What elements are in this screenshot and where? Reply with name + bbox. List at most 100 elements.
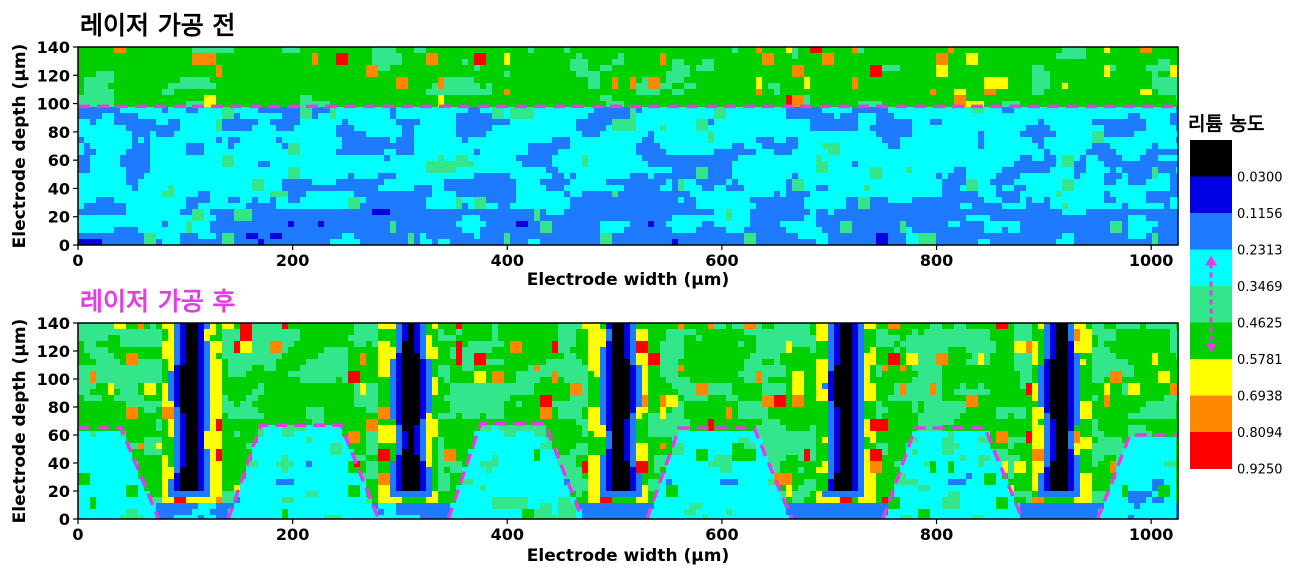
heatmap-cell [720, 95, 727, 102]
heatmap-cell [222, 119, 229, 126]
heatmap-cell [678, 101, 685, 108]
heatmap-cell [150, 89, 157, 96]
heatmap-cell [570, 47, 577, 54]
heatmap-cell [1068, 119, 1075, 126]
heatmap-cell [648, 137, 655, 144]
heatmap-cell [768, 53, 775, 60]
heatmap-cell [1002, 179, 1009, 186]
heatmap-cell [510, 155, 517, 162]
heatmap-cell [738, 137, 745, 144]
heatmap-cell [390, 125, 397, 132]
heatmap-cell [492, 131, 499, 138]
heatmap-cell [642, 185, 649, 192]
heatmap-cell [84, 65, 91, 72]
heatmap-cell [888, 77, 895, 84]
heatmap-cell [900, 101, 907, 108]
heatmap-cell [1026, 71, 1033, 78]
heatmap-cell [1062, 185, 1069, 192]
heatmap-cell [498, 119, 505, 126]
heatmap-cell [726, 95, 733, 102]
heatmap-cell [972, 47, 979, 54]
heatmap-cell [894, 101, 901, 108]
heatmap-cell [192, 155, 199, 162]
heatmap-cell [132, 89, 139, 96]
heatmap-cell [186, 197, 193, 204]
heatmap-cell [960, 113, 967, 120]
heatmap-cell [306, 191, 313, 198]
heatmap-cell [342, 71, 349, 78]
heatmap-cell [990, 191, 997, 198]
heatmap-cell [96, 185, 103, 192]
heatmap-cell [402, 197, 409, 204]
heatmap-cell [204, 131, 211, 138]
heatmap-cell [1062, 143, 1069, 150]
heatmap-cell [528, 191, 535, 198]
heatmap-cell [78, 191, 85, 198]
heatmap-cell [552, 95, 559, 102]
heatmap-cell [1104, 179, 1111, 186]
heatmap-cell [408, 89, 415, 96]
heatmap-cell [540, 83, 547, 90]
heatmap-cell [1146, 137, 1153, 144]
heatmap-cell [774, 161, 781, 168]
heatmap-cell [1086, 167, 1093, 174]
heatmap-cell [768, 197, 775, 204]
heatmap-cell [768, 47, 775, 54]
heatmap-cell [342, 65, 349, 72]
heatmap-cell [1134, 125, 1141, 132]
heatmap-cell [1080, 131, 1087, 138]
heatmap-cell [96, 209, 103, 216]
heatmap-cell [972, 125, 979, 132]
heatmap-cell [498, 95, 505, 102]
heatmap-cell [504, 143, 511, 150]
heatmap-cell [876, 137, 883, 144]
heatmap-cell [1032, 119, 1039, 126]
heatmap-cell [390, 149, 397, 156]
heatmap-cell [228, 143, 235, 150]
heatmap-cell [906, 89, 913, 96]
heatmap-cell [1128, 47, 1135, 54]
heatmap-cell [516, 149, 523, 156]
heatmap-cell [786, 149, 793, 156]
heatmap-cell [102, 173, 109, 180]
heatmap-cell [672, 161, 679, 168]
heatmap-cell [528, 71, 535, 78]
heatmap-cell [1068, 137, 1075, 144]
heatmap-cell [330, 185, 337, 192]
heatmap-cell [216, 185, 223, 192]
heatmap-cell [516, 47, 523, 54]
heatmap-cell [954, 197, 961, 204]
heatmap-cell [906, 77, 913, 84]
heatmap-cell [324, 191, 331, 198]
heatmap-cell [1164, 47, 1171, 54]
heatmap-cell [372, 179, 379, 186]
heatmap-cell [390, 59, 397, 66]
heatmap-cell [1104, 83, 1111, 90]
heatmap-cell [498, 191, 505, 198]
heatmap-cell [396, 203, 403, 210]
heatmap-cell [678, 47, 685, 54]
heatmap-cell [510, 149, 517, 156]
heatmap-cell [912, 185, 919, 192]
heatmap-cell [204, 71, 211, 78]
heatmap-cell [282, 89, 289, 96]
heatmap-cell [300, 65, 307, 72]
heatmap-cell [732, 143, 739, 150]
heatmap-cell [468, 71, 475, 78]
heatmap-cell [132, 203, 139, 210]
heatmap-cell [924, 107, 931, 114]
heatmap-cell [282, 71, 289, 78]
heatmap-cell [1164, 59, 1171, 66]
heatmap-cell [828, 77, 835, 84]
heatmap-cell [486, 191, 493, 198]
heatmap-cell [756, 89, 763, 96]
heatmap-cell [402, 203, 409, 210]
heatmap-cell [870, 113, 877, 120]
heatmap-cell [114, 113, 121, 120]
heatmap-cell [138, 203, 145, 210]
heatmap-cell [1008, 47, 1015, 54]
heatmap-cell [1110, 101, 1117, 108]
heatmap-cell [534, 65, 541, 72]
heatmap-cell [1056, 143, 1063, 150]
heatmap-cell [1026, 155, 1033, 162]
